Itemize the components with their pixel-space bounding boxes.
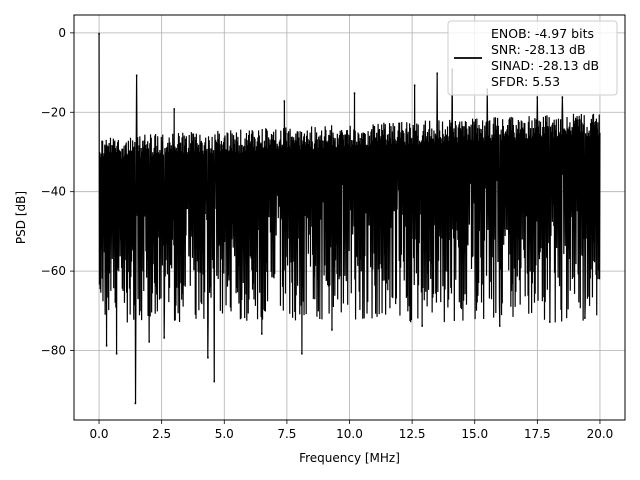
legend-line-sfdr: SFDR: 5.53: [491, 74, 560, 89]
x-tick-label: 0.0: [89, 427, 108, 441]
x-tick-label: 2.5: [152, 427, 171, 441]
x-tick-label: 12.5: [399, 427, 426, 441]
y-tick-label: −80: [41, 344, 66, 358]
y-tick-label: −60: [41, 264, 66, 278]
x-tick-label: 7.5: [277, 427, 296, 441]
legend-line-sinad: SINAD: -28.13 dB: [491, 58, 599, 73]
legend-line-snr: SNR: -28.13 dB: [491, 42, 586, 57]
psd-series-line: [98, 32, 601, 405]
x-axis-ticks: 0.0 2.5 5.0 7.5 10.0 12.5 15.0 17.5 20.0: [89, 420, 613, 441]
x-tick-label: 15.0: [461, 427, 488, 441]
x-axis-label: Frequency [MHz]: [299, 451, 400, 465]
y-axis-label: PSD [dB]: [14, 191, 28, 244]
legend-box: [447, 20, 618, 96]
x-tick-label: 17.5: [524, 427, 551, 441]
x-tick-label: 10.0: [336, 427, 363, 441]
x-tick-label: 5.0: [215, 427, 234, 441]
y-tick-label: 0: [58, 26, 66, 40]
y-axis-ticks: 0 −20 −40 −60 −80: [41, 26, 74, 358]
y-tick-label: −20: [41, 105, 66, 119]
legend-line-enob: ENOB: -4.97 bits: [491, 26, 594, 41]
y-tick-label: −40: [41, 185, 66, 199]
legend: ENOB: -4.97 bits SNR: -28.13 dB SINAD: -…: [447, 20, 618, 96]
x-tick-label: 20.0: [587, 427, 614, 441]
